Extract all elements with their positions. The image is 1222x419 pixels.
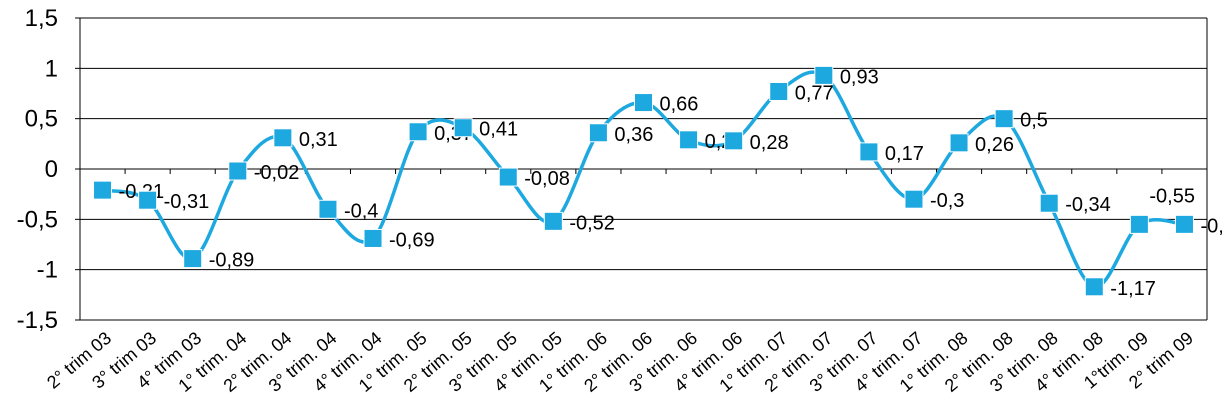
data-label: 0,5 <box>1020 110 1048 132</box>
data-label: -1,17 <box>1110 278 1156 300</box>
data-point-marker <box>1039 193 1059 213</box>
data-point-marker <box>769 81 789 101</box>
data-point-marker <box>93 180 113 200</box>
y-tick-label: -1 <box>37 257 58 284</box>
data-label: -0,89 <box>209 250 255 272</box>
data-point-marker <box>498 167 518 187</box>
data-point-marker <box>1129 214 1149 234</box>
data-label: -0,4 <box>344 200 378 222</box>
data-label: -0,69 <box>389 229 435 251</box>
data-point-marker <box>408 122 428 142</box>
data-label: -0,52 <box>569 212 615 234</box>
data-label: 0,31 <box>299 129 338 151</box>
data-point-marker <box>273 128 293 148</box>
y-tick-label: 0,5 <box>25 106 58 133</box>
data-point-marker <box>679 130 699 150</box>
data-label: 0,28 <box>750 132 789 154</box>
data-label: -0,3 <box>930 190 964 212</box>
data-point-marker <box>453 118 473 138</box>
data-point-marker <box>543 211 563 231</box>
data-point-marker <box>138 190 158 210</box>
data-label: -0,34 <box>1065 194 1111 216</box>
data-point-marker <box>949 133 969 153</box>
data-label: -0,31 <box>164 191 210 213</box>
data-label: -0,02 <box>254 162 300 184</box>
data-point-marker <box>634 93 653 113</box>
data-label: 0,17 <box>885 143 924 165</box>
data-label: 0,66 <box>660 94 699 116</box>
data-point-marker <box>183 249 203 269</box>
data-point-marker <box>1084 277 1104 297</box>
data-label: -0,55 <box>1200 215 1222 237</box>
data-label: 0,36 <box>614 124 653 146</box>
data-point-marker <box>1174 214 1194 234</box>
data-label: 0,41 <box>479 119 518 141</box>
y-tick-label: 1 <box>45 55 58 82</box>
data-label: -0,55 <box>1149 185 1195 207</box>
data-point-marker <box>814 65 834 85</box>
data-point-marker <box>994 109 1014 129</box>
data-label: 0,77 <box>795 82 834 104</box>
y-tick-label: -0,5 <box>17 206 58 233</box>
data-label: -0,08 <box>524 168 570 190</box>
data-point-marker <box>363 228 383 248</box>
data-point-marker <box>318 199 338 219</box>
data-point-marker <box>228 161 248 181</box>
data-point-marker <box>859 142 879 162</box>
data-label: 0,93 <box>840 66 879 88</box>
y-tick-label: 0 <box>45 156 58 183</box>
data-point-marker <box>724 131 744 151</box>
data-point-marker <box>904 189 924 209</box>
y-tick-label: 1,5 <box>25 5 58 32</box>
data-label: 0,26 <box>975 134 1014 156</box>
y-tick-label: -1,5 <box>17 307 58 334</box>
data-point-marker <box>588 123 608 143</box>
